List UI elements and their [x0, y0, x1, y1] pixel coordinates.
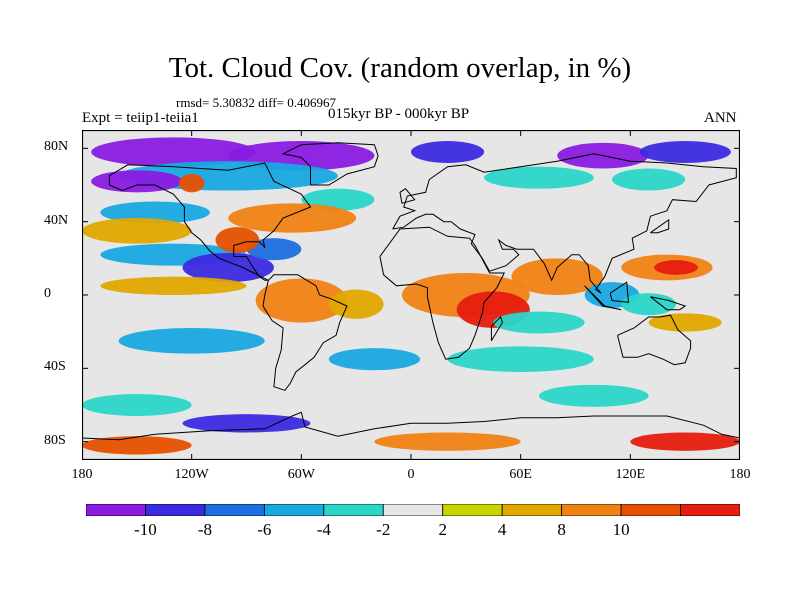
coastline — [650, 296, 687, 311]
colorbar-label: 8 — [557, 520, 566, 539]
lon-label: 0 — [407, 467, 415, 482]
colorbar-label: -10 — [134, 520, 157, 539]
anomaly-patch — [612, 168, 686, 191]
colorbar-box — [85, 503, 146, 517]
lat-label: 80N — [44, 139, 69, 155]
coastline — [379, 226, 506, 360]
coastline — [490, 316, 503, 342]
colorbar-label: -4 — [316, 520, 331, 539]
anomaly-patch — [511, 258, 603, 295]
stats-text: rmsd= 5.30832 diff= 0.406967 — [176, 95, 336, 110]
coastline — [108, 162, 312, 281]
colorbar-box — [323, 503, 384, 517]
anomaly-patch — [621, 293, 677, 316]
colorbar-box — [442, 503, 503, 517]
anomaly-patch — [374, 432, 521, 451]
anomaly-patch — [82, 218, 192, 244]
map-frame — [82, 130, 740, 460]
anomaly-patch — [182, 252, 274, 283]
colorbar-label: -8 — [197, 520, 212, 539]
colorbar-label: 10 — [612, 520, 630, 539]
anomaly-patch — [447, 346, 594, 372]
anomaly-field-layer — [82, 137, 740, 455]
anomaly-patch — [228, 203, 357, 233]
anomaly-patch — [654, 260, 698, 275]
anomaly-patch — [484, 166, 594, 189]
coastline — [609, 281, 630, 303]
colorbar-label: -2 — [376, 520, 391, 539]
map-panel — [82, 130, 740, 460]
colorbar-label: 2 — [438, 520, 447, 539]
lon-label: 180 — [729, 467, 751, 482]
anomaly-patch — [82, 394, 192, 416]
coastline — [584, 285, 622, 311]
anomaly-patch — [118, 328, 265, 354]
anomaly-patch — [411, 141, 485, 163]
period-label: 015kyr BP - 000kyr BP — [328, 106, 470, 122]
lon-label: 60W — [287, 467, 315, 482]
anomaly-patch — [178, 174, 205, 193]
anomaly-patch — [100, 201, 210, 224]
anomaly-patch — [630, 432, 740, 451]
coastline — [262, 274, 348, 391]
colorbar-label: -6 — [257, 520, 272, 539]
lon-label: 60E — [509, 467, 532, 482]
colorbar-box — [501, 503, 563, 517]
anomaly-patch — [91, 170, 183, 193]
lat-label: 80S — [44, 432, 66, 448]
colorbar-box — [145, 503, 206, 517]
colorbar-box — [263, 503, 325, 517]
experiment-label: Expt = teiip1-teiia1 — [82, 110, 199, 126]
coastline — [82, 411, 740, 441]
colorbar-box — [204, 503, 265, 517]
anomaly-patch — [639, 141, 731, 163]
anomaly-map — [82, 130, 740, 460]
colorbar-boxes — [85, 503, 741, 517]
anomaly-patch — [100, 276, 247, 295]
coastline — [650, 218, 670, 234]
anomaly-patch — [246, 238, 302, 261]
lat-label: 40N — [44, 212, 69, 228]
anomaly-patch — [493, 311, 585, 334]
anomaly-patch — [538, 384, 649, 407]
colorbar-label: 4 — [497, 520, 507, 539]
lat-label: 40S — [44, 359, 66, 375]
colorbar-box — [561, 503, 622, 517]
lat-label: 0 — [44, 286, 51, 301]
coastline — [617, 314, 692, 366]
season-label: ANN — [704, 110, 737, 126]
anomaly-patch — [215, 227, 260, 253]
coastline — [281, 142, 379, 186]
lon-label: 120W — [174, 467, 209, 482]
colorbar-box — [382, 503, 444, 517]
anomaly-patch — [648, 313, 722, 332]
anomaly-patch — [182, 414, 311, 433]
colorbar — [85, 503, 741, 517]
colorbar-box — [680, 503, 741, 517]
anomaly-patch — [328, 348, 421, 371]
coastline — [392, 153, 737, 294]
map-title: Tot. Cloud Cov. (random overlap, in %) — [168, 52, 632, 84]
lon-label: 180 — [71, 467, 93, 482]
anomaly-patch — [255, 278, 348, 323]
colorbar-box — [620, 503, 681, 517]
coastline — [399, 188, 416, 204]
anomaly-patch — [328, 289, 384, 319]
anomaly-patch — [82, 436, 192, 455]
coastline-layer — [82, 142, 740, 441]
lon-label: 120E — [615, 467, 646, 482]
anomaly-patch — [91, 137, 256, 167]
